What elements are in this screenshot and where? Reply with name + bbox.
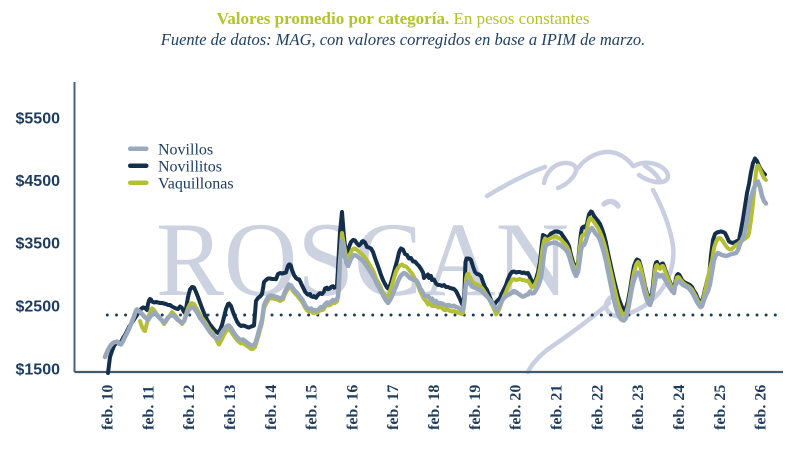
svg-text:feb. 26: feb. 26	[753, 385, 770, 430]
svg-text:$5500: $5500	[16, 111, 61, 128]
svg-text:feb. 13: feb. 13	[222, 385, 239, 430]
svg-text:feb. 19: feb. 19	[467, 385, 484, 430]
svg-text:Novillos: Novillos	[158, 142, 213, 159]
svg-text:feb. 22: feb. 22	[589, 385, 606, 430]
svg-text:$1500: $1500	[16, 362, 61, 379]
svg-text:feb. 12: feb. 12	[181, 385, 198, 430]
svg-text:Vaquillonas: Vaquillonas	[158, 176, 234, 193]
svg-text:feb. 20: feb. 20	[508, 385, 525, 430]
svg-text:Fuente de datos: MAG, con valo: Fuente de datos: MAG, con valores correg…	[160, 30, 646, 49]
svg-text:feb. 11: feb. 11	[140, 386, 157, 430]
svg-text:feb. 23: feb. 23	[630, 385, 647, 430]
svg-text:feb. 15: feb. 15	[304, 385, 321, 430]
svg-text:feb. 14: feb. 14	[263, 385, 280, 430]
svg-text:feb. 24: feb. 24	[671, 385, 688, 430]
svg-text:feb. 21: feb. 21	[549, 385, 566, 430]
svg-text:feb. 17: feb. 17	[385, 385, 402, 430]
svg-text:$3500: $3500	[16, 236, 61, 253]
svg-text:feb. 16: feb. 16	[344, 385, 361, 430]
svg-text:$2500: $2500	[16, 299, 61, 316]
svg-text:Novillitos: Novillitos	[158, 159, 222, 176]
svg-text:feb. 25: feb. 25	[712, 385, 729, 430]
svg-text:$4500: $4500	[16, 173, 61, 190]
svg-text:feb. 18: feb. 18	[426, 385, 443, 430]
svg-text:Valores promedio por categoría: Valores promedio por categoría. En pesos…	[217, 9, 590, 28]
svg-text:feb. 10: feb. 10	[100, 385, 117, 430]
